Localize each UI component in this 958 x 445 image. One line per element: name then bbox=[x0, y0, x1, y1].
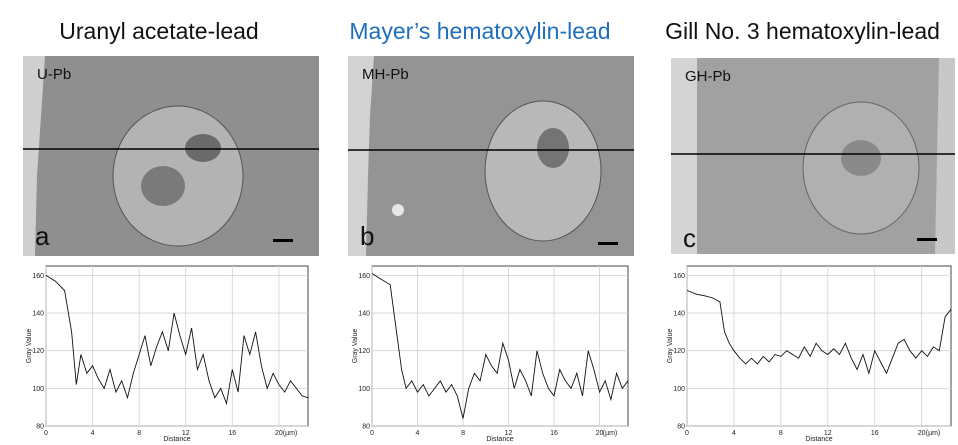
gray-value-series bbox=[371, 273, 629, 419]
x-tick-label: 20 bbox=[918, 430, 926, 437]
x-tick-label: 20 bbox=[275, 430, 283, 437]
y-tick-label: 80 bbox=[362, 424, 370, 431]
y-tick-label: 140 bbox=[673, 311, 685, 318]
stain-tag: U-Pb bbox=[37, 66, 72, 83]
y-tick-label: 120 bbox=[358, 348, 370, 355]
micrograph: GH-Pb c bbox=[671, 58, 955, 258]
x-axis-label: Distance bbox=[163, 436, 190, 443]
panel-mayer: Mayer’s hematoxylin-lead MH-Pb b 0 4 8 12 16… bbox=[330, 0, 634, 445]
cell-border bbox=[348, 56, 374, 256]
y-tick-label: 80 bbox=[36, 424, 44, 431]
x-tick-label: 0 bbox=[44, 430, 48, 437]
vesicle bbox=[392, 204, 404, 216]
x-axis-unit: (µm) bbox=[283, 430, 298, 437]
y-tick-label: 100 bbox=[358, 386, 370, 393]
x-axis-label: Distance bbox=[805, 436, 832, 443]
panel-letter: b bbox=[360, 221, 375, 251]
x-tick-label: 16 bbox=[228, 430, 236, 437]
y-tick-label: 160 bbox=[358, 273, 370, 280]
x-tick-label: 12 bbox=[182, 430, 190, 437]
nucleolus bbox=[841, 140, 881, 176]
x-tick-label: 16 bbox=[871, 430, 879, 437]
y-tick-label: 120 bbox=[673, 348, 685, 355]
x-tick-label: 8 bbox=[461, 430, 465, 437]
stain-tag: GH-Pb bbox=[685, 68, 731, 85]
chart-svg: 0 4 8 12 16 20 80 100 120 140 160 Distance (µm) Gray … bbox=[352, 265, 629, 443]
x-axis-label: Distance bbox=[486, 436, 513, 443]
micrograph: MH-Pb b bbox=[348, 56, 634, 256]
x-axis-unit: (µm) bbox=[926, 430, 941, 437]
micrograph-image bbox=[348, 56, 634, 256]
y-tick-label: 120 bbox=[32, 348, 44, 355]
gray-value-chart: 0 4 8 12 16 20 80 100 120 140 160 Distance (µm) Gray … bbox=[665, 262, 955, 443]
y-tick-label: 100 bbox=[673, 386, 685, 393]
gray-value-chart: 0 4 8 12 16 20 80 100 120 140 160 Distance (µm) Gray … bbox=[24, 262, 312, 443]
chromatin bbox=[141, 166, 185, 206]
y-tick-label: 100 bbox=[32, 386, 44, 393]
x-tick-label: 0 bbox=[685, 430, 689, 437]
y-tick-label: 160 bbox=[673, 273, 685, 280]
gray-value-series bbox=[686, 290, 952, 375]
y-tick-label: 140 bbox=[32, 311, 44, 318]
chart-svg: 0 4 8 12 16 20 80 100 120 140 160 Distance (µm) Gray … bbox=[667, 265, 952, 443]
panel-uranyl: Uranyl acetate-lead U-Pb a 0 4 8 12 16 20 80 10… bbox=[9, 0, 319, 445]
y-axis-label: Gray Value bbox=[667, 329, 674, 364]
y-axis-label: Gray Value bbox=[26, 329, 33, 364]
x-tick-label: 8 bbox=[137, 430, 141, 437]
scale-bar bbox=[598, 242, 618, 245]
x-tick-label: 4 bbox=[416, 430, 420, 437]
x-tick-label: 4 bbox=[91, 430, 95, 437]
x-tick-label: 16 bbox=[550, 430, 558, 437]
cell-border bbox=[671, 58, 697, 254]
panel-title: Uranyl acetate-lead bbox=[59, 18, 259, 44]
panel-gill: Gill No. 3 hematoxylin-lead GH-Pb c 0 4 8 1… bbox=[650, 0, 955, 445]
plot-frame bbox=[371, 265, 629, 427]
plot-frame bbox=[686, 265, 952, 427]
y-tick-label: 160 bbox=[32, 273, 44, 280]
panel-title: Mayer’s hematoxylin-lead bbox=[349, 18, 611, 44]
y-tick-label: 80 bbox=[677, 424, 685, 431]
nucleolus bbox=[185, 134, 221, 162]
y-axis-label: Gray Value bbox=[352, 329, 359, 364]
panel-letter: c bbox=[683, 223, 696, 253]
cell-border bbox=[23, 56, 45, 256]
x-tick-label: 0 bbox=[370, 430, 374, 437]
y-tick-label: 140 bbox=[358, 311, 370, 318]
gray-value-series bbox=[45, 275, 309, 406]
micrograph-image bbox=[671, 58, 955, 254]
nucleolus bbox=[537, 128, 569, 168]
scale-bar bbox=[917, 238, 937, 241]
plot-frame bbox=[45, 265, 309, 427]
x-axis-unit: (µm) bbox=[603, 430, 618, 437]
x-tick-label: 8 bbox=[779, 430, 783, 437]
chart-svg: 0 4 8 12 16 20 80 100 120 140 160 Distance (µm) Gray … bbox=[26, 265, 309, 443]
panel-letter: a bbox=[35, 221, 50, 251]
x-tick-label: 4 bbox=[732, 430, 736, 437]
nucleus bbox=[484, 100, 602, 242]
scale-bar bbox=[273, 239, 293, 242]
cell-border-right bbox=[935, 58, 955, 254]
micrograph: U-Pb a bbox=[23, 56, 319, 256]
x-tick-label: 12 bbox=[824, 430, 832, 437]
micrograph-image bbox=[23, 56, 319, 256]
panel-title: Gill No. 3 hematoxylin-lead bbox=[665, 18, 940, 44]
stain-tag: MH-Pb bbox=[362, 66, 409, 83]
x-tick-label: 20 bbox=[596, 430, 604, 437]
gray-value-chart: 0 4 8 12 16 20 80 100 120 140 160 Distance (µm) Gray … bbox=[350, 262, 632, 443]
x-tick-label: 12 bbox=[505, 430, 513, 437]
